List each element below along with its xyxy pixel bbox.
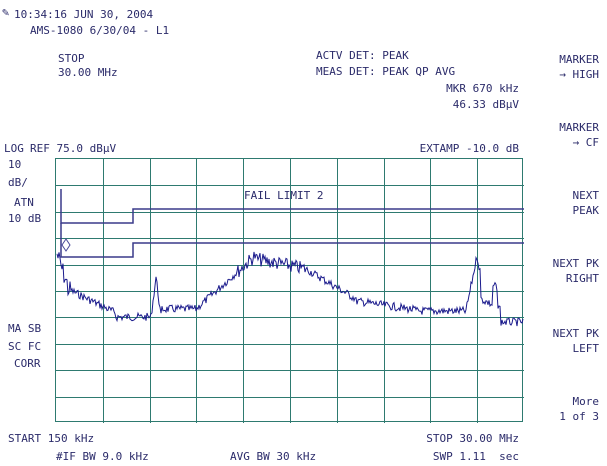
marker-freq: MKR 670 kHz xyxy=(446,82,519,95)
softkey-line2: 1 of 3 xyxy=(559,410,599,423)
stop-value: 30.00 MHz xyxy=(58,66,118,79)
softkey-line1: NEXT PK xyxy=(552,257,599,270)
softkey-line1: More xyxy=(572,395,600,408)
timestamp: 10:34:16 JUN 30, 2004 xyxy=(14,8,154,21)
stop-label: STOP xyxy=(58,52,85,65)
scale-atn-value: 10 dB xyxy=(8,212,42,225)
actv-det: ACTV DET: PEAK xyxy=(316,49,409,62)
softkey-line2: PEAK xyxy=(572,204,600,217)
sweep-time: SWP 1.11 sec xyxy=(432,450,519,463)
softkey-line2: LEFT xyxy=(572,342,600,355)
scale-10: 10 xyxy=(8,158,22,171)
scale-atn: ATN xyxy=(14,196,34,209)
instrument-id: AMS-1080 6/30/04 - L1 xyxy=(30,24,170,37)
limit-line-lower xyxy=(60,223,524,258)
marker-amp: 46.33 dBµV xyxy=(452,98,519,111)
softkey-line2: RIGHT xyxy=(565,272,599,285)
softkey-line2: → HIGH xyxy=(559,68,599,81)
marker-cf-softkey[interactable]: MARKER → CF xyxy=(559,120,599,150)
softkey-line1: MARKER xyxy=(559,53,599,66)
fail-limit-label: FAIL LIMIT 2 xyxy=(244,189,324,202)
extamp: EXTAMP -10.0 dB xyxy=(419,142,519,155)
if-bw: #IF BW 9.0 kHz xyxy=(56,450,149,463)
next-pk-left-softkey[interactable]: NEXT PK LEFT xyxy=(553,326,599,356)
log-label: LOG xyxy=(4,142,24,155)
next-pk-right-softkey[interactable]: NEXT PK RIGHT xyxy=(553,256,599,286)
sc-fc: SC FC xyxy=(8,340,42,353)
marker-high-softkey[interactable]: MARKER → HIGH xyxy=(559,52,599,82)
softkey-line1: NEXT PK xyxy=(552,327,599,340)
pen-icon: ✎ xyxy=(2,5,10,19)
softkey-line2: → CF xyxy=(572,136,600,149)
limit-line-upper xyxy=(60,189,524,224)
spectrum-trace xyxy=(56,251,524,327)
stop-freq: STOP 30.00 MHz xyxy=(426,432,519,445)
marker-diamond xyxy=(61,238,71,252)
start-freq: START 150 kHz xyxy=(8,432,95,445)
spectrum-graph xyxy=(56,159,524,423)
meas-det: MEAS DET: PEAK QP AVG xyxy=(316,65,456,78)
softkey-line1: MARKER xyxy=(559,121,599,134)
corr: CORR xyxy=(14,357,41,370)
softkey-line1: NEXT xyxy=(572,189,600,202)
spectrum-plot: FAIL LIMIT 2 xyxy=(55,158,524,423)
next-peak-softkey[interactable]: NEXT PEAK xyxy=(573,188,600,218)
ma-sb: MA SB xyxy=(8,322,42,335)
ref-level: REF 75.0 dBµV xyxy=(30,142,117,155)
more-softkey[interactable]: More 1 of 3 xyxy=(559,394,599,424)
scale-db-div: dB/ xyxy=(8,176,28,189)
avg-bw: AVG BW 30 kHz xyxy=(230,450,317,463)
